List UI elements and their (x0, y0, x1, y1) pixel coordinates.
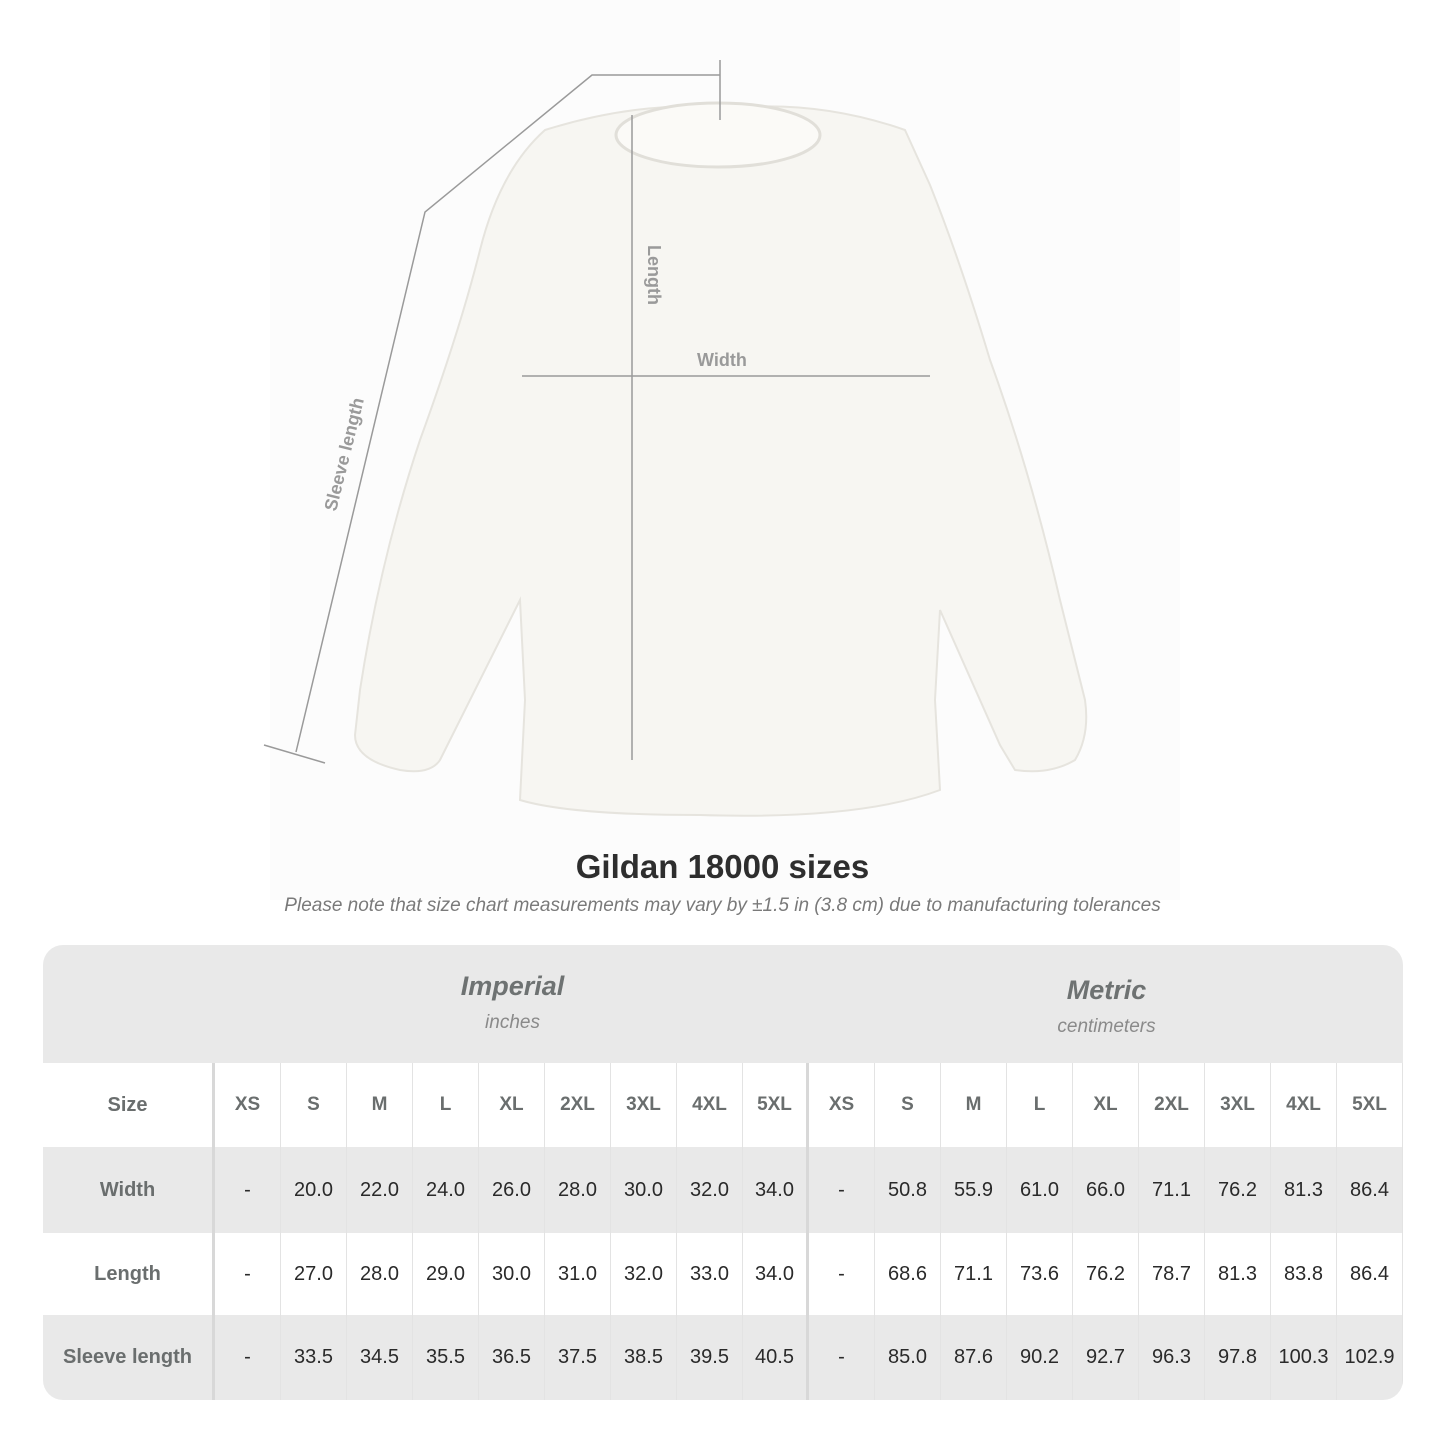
metric-value: 55.9 (941, 1147, 1007, 1233)
metric-value: 81.3 (1205, 1233, 1271, 1315)
table-row: Width -20.0 22.0 24.0 26.0 28.0 30.0 32.0 34.0-5… (43, 1147, 1403, 1233)
metric-value: 66.0 (1073, 1147, 1139, 1233)
imperial-value: 29.0 (413, 1233, 479, 1315)
imperial-value: - (215, 1233, 281, 1315)
metric-size-xl: XL (1073, 1063, 1139, 1147)
imperial-value: 32.0 (677, 1147, 743, 1233)
imperial-value: 34.0 (743, 1147, 809, 1233)
imperial-value: 36.5 (479, 1315, 545, 1400)
metric-size-s: S (875, 1063, 941, 1147)
imperial-value: 30.0 (611, 1147, 677, 1233)
metric-value: - (809, 1315, 875, 1400)
metric-value: - (809, 1233, 875, 1315)
metric-value: 76.2 (1073, 1233, 1139, 1315)
imperial-value: 35.5 (413, 1315, 479, 1400)
imperial-size-3xl: 3XL (611, 1063, 677, 1147)
metric-value: 81.3 (1271, 1147, 1337, 1233)
imperial-size-2xl: 2XL (545, 1063, 611, 1147)
imperial-value: 28.0 (347, 1233, 413, 1315)
imperial-size-xs: XS (215, 1063, 281, 1147)
imperial-value: 20.0 (281, 1147, 347, 1233)
metric-title: Metric (1066, 975, 1147, 1005)
metric-header: Metric centimeters (810, 975, 1403, 1038)
metric-value: 97.8 (1205, 1315, 1271, 1400)
imperial-value: 26.0 (479, 1147, 545, 1233)
metric-value: 73.6 (1007, 1233, 1073, 1315)
imperial-size-5xl: 5XL (743, 1063, 809, 1147)
metric-value: 83.8 (1271, 1233, 1337, 1315)
metric-value: 71.1 (941, 1233, 1007, 1315)
imperial-value: 27.0 (281, 1233, 347, 1315)
imperial-size-m: M (347, 1063, 413, 1147)
imperial-title: Imperial (460, 971, 565, 1001)
length-label: Length (644, 245, 664, 305)
imperial-size-l: L (413, 1063, 479, 1147)
metric-value: 76.2 (1205, 1147, 1271, 1233)
metric-value: 86.4 (1337, 1233, 1403, 1315)
imperial-size-4xl: 4XL (677, 1063, 743, 1147)
metric-value: 68.6 (875, 1233, 941, 1315)
sweatshirt-illustration (353, 105, 1088, 817)
table-row: Length -27.0 28.0 29.0 30.0 31.0 32.0 33.0 34.0-… (43, 1233, 1403, 1315)
metric-size-3xl: 3XL (1205, 1063, 1271, 1147)
measurement-lines (263, 60, 930, 764)
imperial-header: Imperial inches (215, 971, 810, 1034)
metric-value: 87.6 (941, 1315, 1007, 1400)
metric-size-l: L (1007, 1063, 1073, 1147)
imperial-size-s: S (281, 1063, 347, 1147)
row-label: Length (43, 1233, 215, 1315)
metric-unit: centimeters (1057, 1016, 1156, 1037)
metric-size-2xl: 2XL (1139, 1063, 1205, 1147)
metric-value: 78.7 (1139, 1233, 1205, 1315)
imperial-value: 24.0 (413, 1147, 479, 1233)
metric-value: 102.9 (1337, 1315, 1403, 1400)
collar (614, 101, 822, 169)
metric-value: - (809, 1147, 875, 1233)
metric-value: 71.1 (1139, 1147, 1205, 1233)
table-row: Sleeve length -33.5 34.5 35.5 36.5 37.5 38.5 39… (43, 1315, 1403, 1400)
imperial-value: 39.5 (677, 1315, 743, 1400)
imperial-value: 34.5 (347, 1315, 413, 1400)
size-label: Size (43, 1063, 215, 1147)
metric-size-5xl: 5XL (1337, 1063, 1403, 1147)
chart-title: Gildan 18000 sizes (575, 848, 870, 885)
imperial-value: 38.5 (611, 1315, 677, 1400)
metric-value: 86.4 (1337, 1147, 1403, 1233)
imperial-value: 32.0 (611, 1233, 677, 1315)
size-table: Imperial inches Metric centimeters Size X… (43, 945, 1403, 1400)
metric-value: 90.2 (1007, 1315, 1073, 1400)
metric-value: 92.7 (1073, 1315, 1139, 1400)
imperial-size-xl: XL (479, 1063, 545, 1147)
metric-value: 50.8 (875, 1147, 941, 1233)
table-header-band: Imperial inches Metric centimeters (43, 945, 1403, 1063)
imperial-value: 33.0 (677, 1233, 743, 1315)
tolerance-note: Please note that size chart measurements… (284, 895, 1161, 916)
imperial-value: 22.0 (347, 1147, 413, 1233)
sleeve-length-label: Sleeve length (320, 396, 367, 513)
imperial-value: 28.0 (545, 1147, 611, 1233)
metric-value: 96.3 (1139, 1315, 1205, 1400)
imperial-value: 30.0 (479, 1233, 545, 1315)
imperial-value: 37.5 (545, 1315, 611, 1400)
row-label: Sleeve length (43, 1315, 215, 1400)
metric-size-xs: XS (809, 1063, 875, 1147)
sweatshirt-diagram: Length Width Sleeve length (263, 60, 1088, 817)
size-header-row: Size XS S M L XL 2XL 3XL 4XL 5XL XS S M L XL 2XL 3XL 4XL 5… (43, 1063, 1403, 1147)
imperial-value: 33.5 (281, 1315, 347, 1400)
imperial-value: - (215, 1147, 281, 1233)
metric-size-m: M (941, 1063, 1007, 1147)
imperial-unit: inches (485, 1012, 540, 1033)
metric-size-4xl: 4XL (1271, 1063, 1337, 1147)
imperial-value: - (215, 1315, 281, 1400)
metric-value: 100.3 (1271, 1315, 1337, 1400)
imperial-value: 31.0 (545, 1233, 611, 1315)
metric-value: 61.0 (1007, 1147, 1073, 1233)
row-label: Width (43, 1147, 215, 1233)
imperial-value: 40.5 (743, 1315, 809, 1400)
width-label: Width (697, 350, 747, 370)
imperial-value: 34.0 (743, 1233, 809, 1315)
metric-value: 85.0 (875, 1315, 941, 1400)
